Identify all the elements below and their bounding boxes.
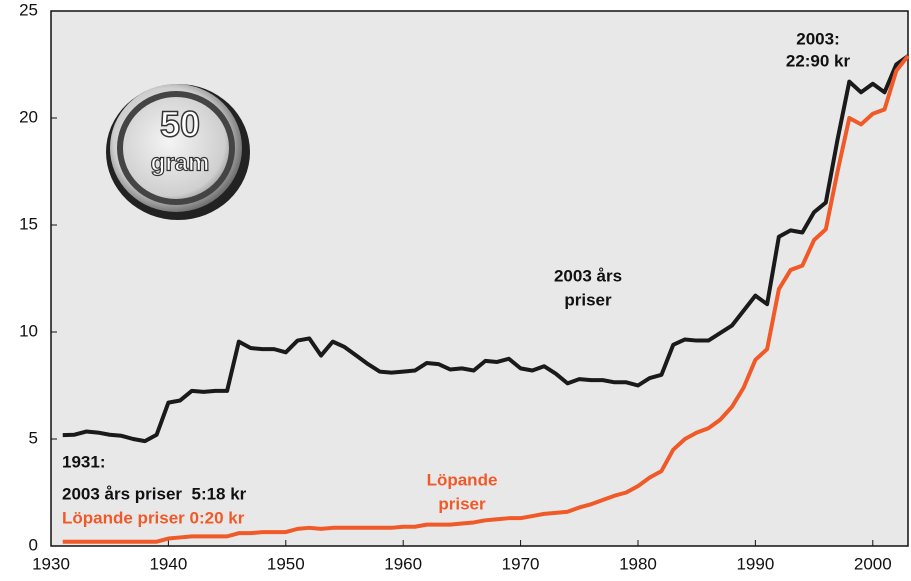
x-tick-label: 1970 bbox=[502, 554, 540, 573]
x-tick-label: 1930 bbox=[32, 554, 70, 573]
y-tick-label: 0 bbox=[29, 535, 38, 554]
y-tick-label: 5 bbox=[29, 428, 38, 447]
x-tick-label: 1990 bbox=[736, 554, 774, 573]
x-tick-label: 1960 bbox=[384, 554, 422, 573]
y-tick-label: 20 bbox=[19, 107, 38, 126]
annotation: 2003 års priser 5:18 kr bbox=[62, 484, 247, 503]
x-tick-label: 2000 bbox=[854, 554, 892, 573]
coin: 50 gram bbox=[106, 84, 250, 220]
annotation: 22:90 kr bbox=[786, 51, 851, 70]
annotation: 1931: bbox=[62, 452, 105, 471]
coin-label: gram bbox=[151, 149, 210, 176]
annotation: 2003: bbox=[796, 29, 839, 48]
annotation: priser bbox=[438, 494, 486, 513]
x-tick-label: 1950 bbox=[267, 554, 305, 573]
line bbox=[62, 54, 910, 444]
x-tick-label: 1940 bbox=[149, 554, 187, 573]
annotation: Löpande priser 0:20 kr bbox=[62, 508, 245, 527]
annotation: 2003 års bbox=[554, 266, 622, 285]
y-tick-label: 25 bbox=[19, 0, 38, 19]
coin-label: 50 bbox=[160, 104, 200, 145]
annotation: priser bbox=[564, 290, 612, 309]
x-tick-label: 1980 bbox=[619, 554, 657, 573]
y-tick-label: 10 bbox=[19, 321, 38, 340]
annotation: Löpande bbox=[427, 470, 498, 489]
line bbox=[62, 54, 910, 544]
y-tick-label: 15 bbox=[19, 214, 38, 233]
